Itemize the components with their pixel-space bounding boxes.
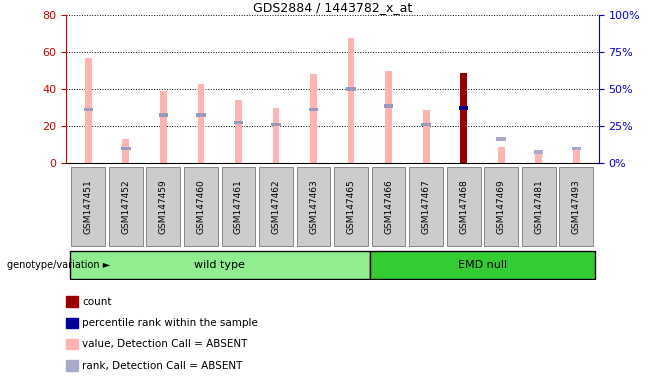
Bar	[235, 100, 242, 163]
Bar	[459, 106, 468, 109]
Text: GSM147460: GSM147460	[197, 179, 205, 234]
Bar	[310, 74, 317, 163]
Text: GSM147459: GSM147459	[159, 179, 168, 234]
Text: GSM147467: GSM147467	[422, 179, 430, 234]
FancyBboxPatch shape	[522, 167, 555, 246]
Bar	[271, 122, 281, 126]
Bar	[234, 121, 243, 124]
Bar	[384, 104, 393, 108]
Bar	[309, 108, 318, 111]
Bar	[196, 113, 206, 117]
FancyBboxPatch shape	[184, 167, 218, 246]
FancyBboxPatch shape	[334, 167, 368, 246]
FancyBboxPatch shape	[147, 167, 180, 246]
FancyBboxPatch shape	[484, 167, 518, 246]
Bar	[85, 58, 91, 163]
Text: percentile rank within the sample: percentile rank within the sample	[82, 318, 258, 328]
Bar	[160, 91, 166, 163]
Text: genotype/variation ►: genotype/variation ►	[7, 260, 110, 270]
Bar	[197, 84, 204, 163]
Title: GDS2884 / 1443782_x_at: GDS2884 / 1443782_x_at	[253, 1, 412, 14]
Bar	[122, 139, 129, 163]
Bar	[422, 109, 430, 163]
FancyBboxPatch shape	[70, 251, 370, 279]
Text: GSM147481: GSM147481	[534, 179, 544, 234]
Bar	[346, 88, 356, 91]
Text: EMD null: EMD null	[458, 260, 507, 270]
Bar	[385, 71, 392, 163]
Bar	[498, 147, 505, 163]
FancyBboxPatch shape	[370, 251, 595, 279]
FancyBboxPatch shape	[222, 167, 255, 246]
Text: GSM147452: GSM147452	[121, 179, 130, 234]
Bar	[347, 38, 355, 163]
FancyBboxPatch shape	[297, 167, 330, 246]
Bar	[536, 154, 542, 163]
Bar	[159, 113, 168, 117]
Text: GSM147466: GSM147466	[384, 179, 393, 234]
FancyBboxPatch shape	[72, 167, 105, 246]
Text: GSM147462: GSM147462	[272, 179, 280, 234]
FancyBboxPatch shape	[447, 167, 480, 246]
Bar	[573, 147, 580, 163]
Text: GSM147493: GSM147493	[572, 179, 581, 234]
Text: GSM147469: GSM147469	[497, 179, 506, 234]
Bar	[121, 147, 130, 150]
Bar	[534, 150, 544, 154]
Text: wild type: wild type	[194, 260, 245, 270]
Text: GSM147468: GSM147468	[459, 179, 468, 234]
Bar	[497, 137, 506, 141]
FancyBboxPatch shape	[259, 167, 293, 246]
Bar	[272, 108, 280, 163]
Bar	[461, 73, 467, 163]
FancyBboxPatch shape	[109, 167, 143, 246]
Text: GSM147451: GSM147451	[84, 179, 93, 234]
Text: GSM147461: GSM147461	[234, 179, 243, 234]
Text: value, Detection Call = ABSENT: value, Detection Call = ABSENT	[82, 339, 247, 349]
Text: GSM147463: GSM147463	[309, 179, 318, 234]
FancyBboxPatch shape	[409, 167, 443, 246]
Bar	[84, 108, 93, 111]
FancyBboxPatch shape	[372, 167, 405, 246]
Bar	[421, 122, 431, 126]
Text: rank, Detection Call = ABSENT: rank, Detection Call = ABSENT	[82, 361, 243, 371]
FancyBboxPatch shape	[559, 167, 593, 246]
Bar	[572, 147, 581, 150]
Text: count: count	[82, 297, 112, 307]
Text: GSM147465: GSM147465	[347, 179, 355, 234]
